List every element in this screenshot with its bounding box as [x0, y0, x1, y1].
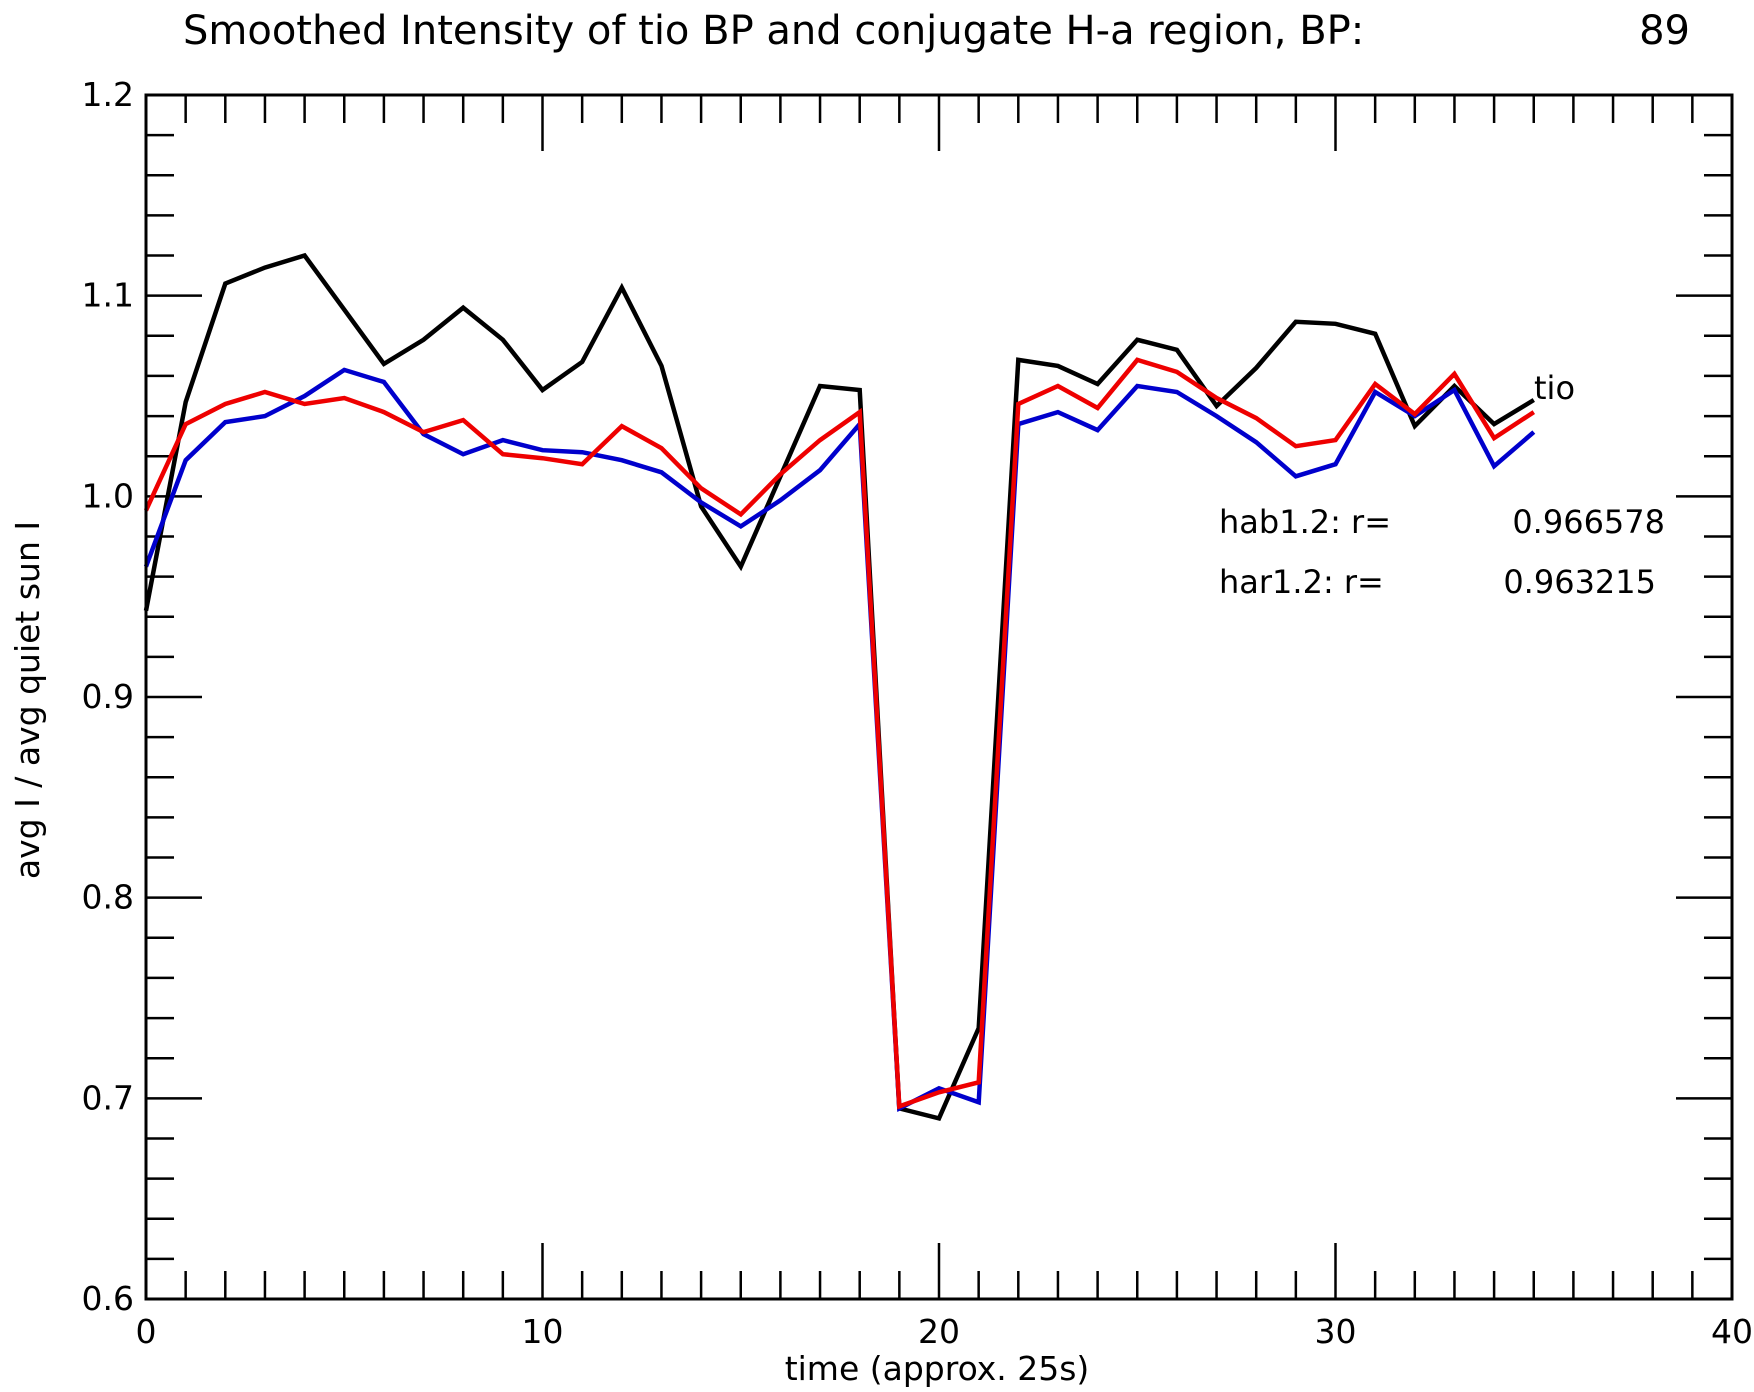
y-tick-label: 0.6: [82, 1279, 134, 1318]
y-tick-label: 1.0: [82, 476, 134, 515]
series-line-tio: [143, 252, 1535, 1122]
series-line-red: [143, 357, 1536, 1110]
series-label-tio: tio: [1534, 369, 1575, 407]
x-axis-label: time (approx. 25s): [785, 1349, 1090, 1388]
x-tick-labels: 0 10 20 30 40: [136, 1312, 1754, 1351]
x-tick-label: 10: [522, 1312, 564, 1351]
y-axis-label: avg I / avg quiet sun I: [8, 521, 47, 879]
series-lines: [143, 252, 1536, 1122]
plot-frame: [144, 93, 1734, 1301]
y-tick-label: 1.2: [82, 75, 134, 114]
y-tick-labels: 0.6 0.7 0.8 0.9 1.0 1.1 1.2: [82, 75, 134, 1318]
x-tick-label: 40: [1711, 1312, 1753, 1351]
annotation-har-label: har1.2: r=: [1219, 563, 1384, 601]
y-tick-label: 1.1: [82, 276, 134, 315]
x-tick-label: 30: [1315, 1312, 1357, 1351]
chart-title: Smoothed Intensity of tio BP and conjuga…: [183, 8, 1364, 54]
x-minor-ticks: [184, 95, 1694, 1299]
series-line-blue: [143, 367, 1536, 1112]
annotation-hab-value: 0.966578: [1512, 503, 1665, 541]
x-tick-label: 0: [136, 1312, 157, 1351]
y-minor-ticks: [146, 133, 1732, 1261]
annotation-hab-label: hab1.2: r=: [1219, 503, 1391, 541]
y-tick-label: 0.8: [82, 878, 134, 917]
annotation-har-value: 0.963215: [1503, 563, 1656, 601]
x-tick-label: 20: [918, 1312, 960, 1351]
y-tick-label: 0.9: [82, 677, 134, 716]
y-tick-label: 0.7: [82, 1078, 134, 1117]
chart-title-value: 89: [1639, 8, 1690, 54]
